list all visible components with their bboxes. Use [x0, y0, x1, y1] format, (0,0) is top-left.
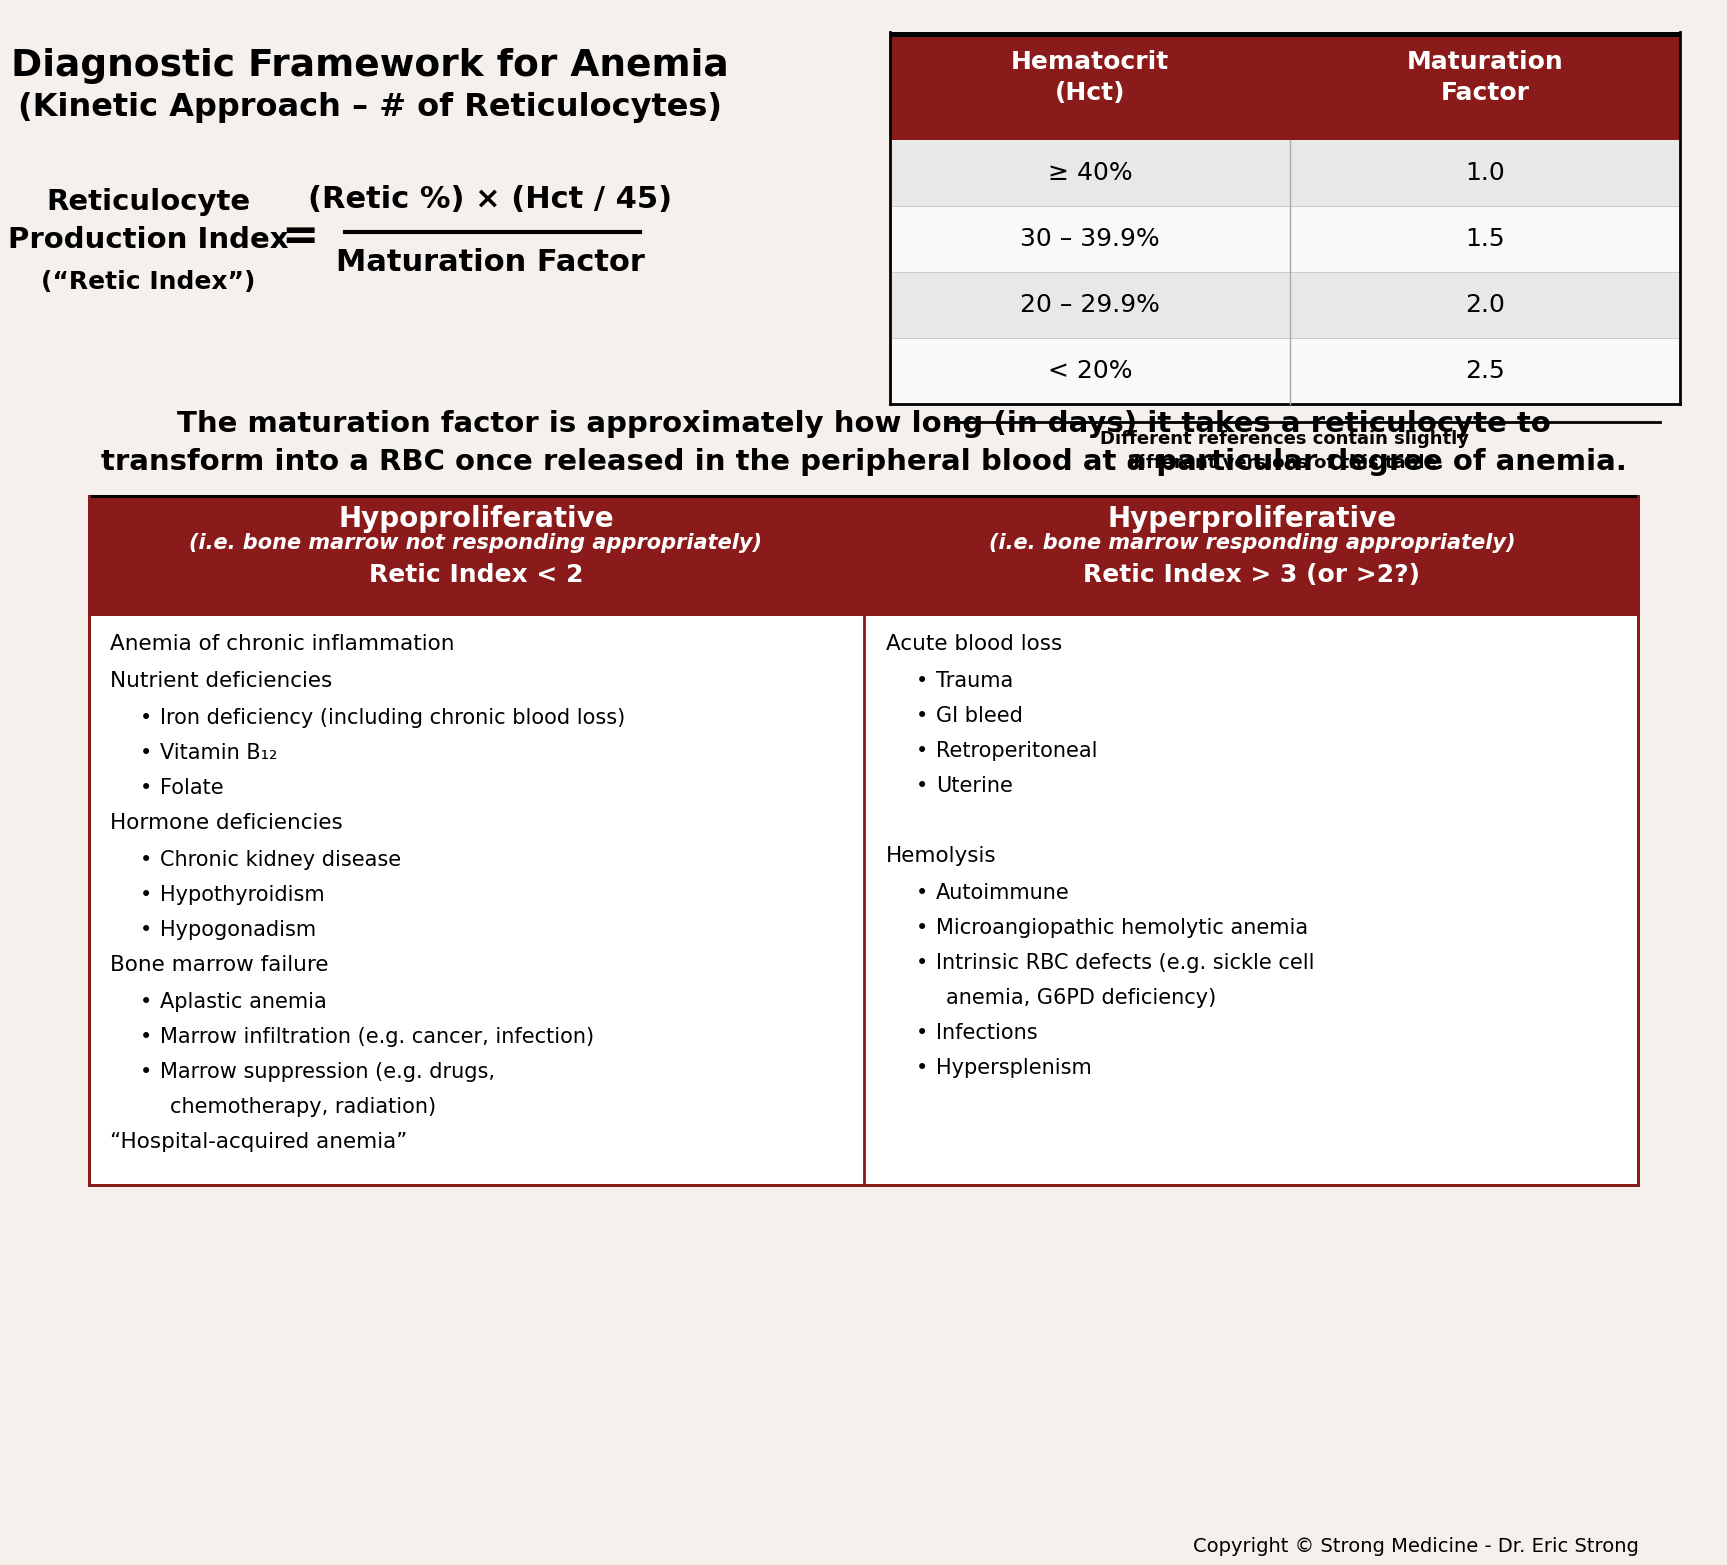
Text: •: •	[915, 919, 927, 937]
Text: (Kinetic Approach – # of Reticulocytes): (Kinetic Approach – # of Reticulocytes)	[17, 92, 722, 124]
Text: Acute blood loss: Acute blood loss	[886, 634, 1062, 654]
Bar	[1637, 495, 1641, 1185]
Text: Different references contain slightly
different versions of this table.: Different references contain slightly di…	[1100, 430, 1470, 471]
Text: 20 – 29.9%: 20 – 29.9%	[1021, 293, 1161, 318]
Text: Hemolysis: Hemolysis	[886, 847, 996, 865]
Text: Anemia of chronic inflammation: Anemia of chronic inflammation	[111, 634, 454, 654]
Text: •: •	[140, 920, 152, 941]
Text: 1.5: 1.5	[1464, 227, 1504, 250]
Text: •: •	[915, 706, 927, 726]
Text: Hormone deficiencies: Hormone deficiencies	[111, 812, 342, 833]
Text: •: •	[140, 743, 152, 764]
Text: Intrinsic RBC defects (e.g. sickle cell: Intrinsic RBC defects (e.g. sickle cell	[936, 953, 1314, 973]
Text: =: =	[282, 214, 319, 258]
Text: •: •	[140, 778, 152, 798]
Text: Hypersplenism: Hypersplenism	[936, 1058, 1091, 1078]
Bar	[889, 31, 1680, 139]
Text: •: •	[915, 671, 927, 692]
Bar	[88, 498, 1641, 617]
Text: chemotherapy, radiation): chemotherapy, radiation)	[169, 1097, 437, 1117]
Text: •: •	[140, 707, 152, 728]
Text: •: •	[915, 953, 927, 973]
Text: Bone marrow failure: Bone marrow failure	[111, 955, 328, 975]
Text: Reticulocyte: Reticulocyte	[47, 188, 250, 216]
Text: Folate: Folate	[161, 778, 223, 798]
Text: Autoimmune: Autoimmune	[936, 883, 1069, 903]
Bar	[889, 272, 1680, 338]
Text: (i.e. bone marrow responding appropriately): (i.e. bone marrow responding appropriate…	[990, 534, 1515, 552]
Bar	[88, 495, 1641, 498]
Bar	[88, 495, 92, 1185]
Text: Aplastic anemia: Aplastic anemia	[161, 992, 326, 1013]
Text: •: •	[915, 1058, 927, 1078]
Bar	[889, 139, 1680, 207]
Text: •: •	[140, 1027, 152, 1047]
Text: Retroperitoneal: Retroperitoneal	[936, 740, 1097, 761]
Text: The maturation factor is approximately how long (in days) it takes a reticulocyt: The maturation factor is approximately h…	[176, 410, 1551, 438]
Text: Vitamin B₁₂: Vitamin B₁₂	[161, 743, 278, 764]
Text: anemia, G6PD deficiency): anemia, G6PD deficiency)	[946, 988, 1216, 1008]
Text: •: •	[140, 884, 152, 905]
Text: Retic Index < 2: Retic Index < 2	[370, 563, 584, 587]
Text: Hyperproliferative: Hyperproliferative	[1107, 505, 1397, 534]
Text: Maturation Factor: Maturation Factor	[335, 247, 644, 277]
Text: “Hospital-acquired anemia”: “Hospital-acquired anemia”	[111, 1131, 408, 1152]
Text: Production Index: Production Index	[7, 225, 288, 254]
Text: Diagnostic Framework for Anemia: Diagnostic Framework for Anemia	[10, 49, 729, 85]
Text: Maturation
Factor: Maturation Factor	[1406, 50, 1563, 105]
Text: 2.0: 2.0	[1464, 293, 1504, 318]
Bar	[889, 338, 1680, 404]
Text: Hypothyroidism: Hypothyroidism	[161, 884, 325, 905]
Text: •: •	[140, 992, 152, 1013]
Text: Uterine: Uterine	[936, 776, 1012, 797]
Text: Microangiopathic hemolytic anemia: Microangiopathic hemolytic anemia	[936, 919, 1307, 937]
Bar	[889, 31, 1680, 38]
Text: Hypogonadism: Hypogonadism	[161, 920, 316, 941]
Text: < 20%: < 20%	[1048, 358, 1133, 383]
Text: Infections: Infections	[936, 1024, 1038, 1042]
Text: 30 – 39.9%: 30 – 39.9%	[1021, 227, 1161, 250]
Text: Retic Index > 3 (or >2?): Retic Index > 3 (or >2?)	[1083, 563, 1421, 587]
Bar	[88, 1185, 1641, 1186]
Bar	[889, 207, 1680, 272]
Text: (i.e. bone marrow not responding appropriately): (i.e. bone marrow not responding appropr…	[190, 534, 763, 552]
Text: •: •	[915, 883, 927, 903]
Text: transform into a RBC once released in the peripheral blood at a particular degre: transform into a RBC once released in th…	[100, 448, 1627, 476]
Text: (“Retic Index”): (“Retic Index”)	[41, 271, 256, 294]
Text: Marrow infiltration (e.g. cancer, infection): Marrow infiltration (e.g. cancer, infect…	[161, 1027, 594, 1047]
Text: Copyright © Strong Medicine - Dr. Eric Strong: Copyright © Strong Medicine - Dr. Eric S…	[1193, 1537, 1639, 1556]
Text: (Retic %) × (Hct / 45): (Retic %) × (Hct / 45)	[307, 185, 672, 214]
Text: Trauma: Trauma	[936, 671, 1014, 692]
Text: •: •	[915, 1024, 927, 1042]
Text: •: •	[915, 776, 927, 797]
Text: Hematocrit
(Hct): Hematocrit (Hct)	[1010, 50, 1169, 105]
Text: Hypoproliferative: Hypoproliferative	[338, 505, 613, 534]
Text: GI bleed: GI bleed	[936, 706, 1022, 726]
Text: Iron deficiency (including chronic blood loss): Iron deficiency (including chronic blood…	[161, 707, 625, 728]
Text: •: •	[140, 850, 152, 870]
Text: 2.5: 2.5	[1464, 358, 1504, 383]
Text: Marrow suppression (e.g. drugs,: Marrow suppression (e.g. drugs,	[161, 1063, 496, 1081]
Text: Chronic kidney disease: Chronic kidney disease	[161, 850, 401, 870]
Bar	[88, 617, 1641, 1185]
Text: Nutrient deficiencies: Nutrient deficiencies	[111, 671, 332, 692]
Text: ≥ 40%: ≥ 40%	[1048, 161, 1133, 185]
Text: 1.0: 1.0	[1464, 161, 1504, 185]
Text: •: •	[915, 740, 927, 761]
Text: •: •	[140, 1063, 152, 1081]
